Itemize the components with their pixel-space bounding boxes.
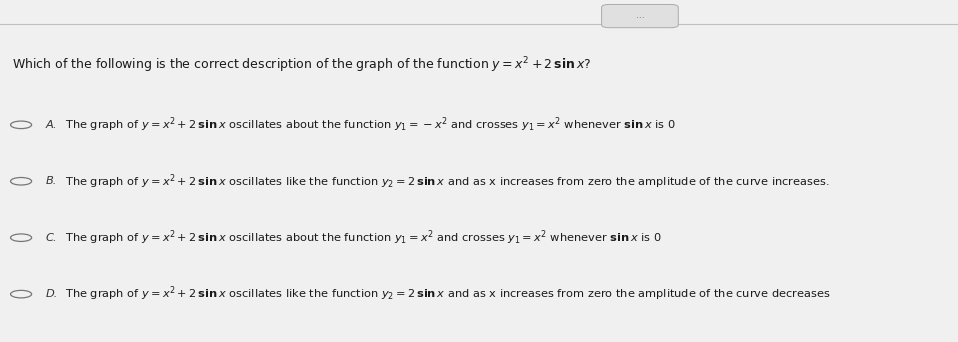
Text: The graph of $y=x^2+2\,\mathbf{sin}\,x$ oscillates like the function $y_2=2\,\ma: The graph of $y=x^2+2\,\mathbf{sin}\,x$ … <box>65 285 831 303</box>
Text: B.: B. <box>46 176 57 186</box>
Text: C.: C. <box>46 233 57 243</box>
Text: ...: ... <box>635 11 645 20</box>
Text: A.: A. <box>46 120 57 130</box>
FancyBboxPatch shape <box>602 4 678 28</box>
Text: D.: D. <box>46 289 58 299</box>
Text: Which of the following is the correct description of the graph of the function $: Which of the following is the correct de… <box>12 55 592 75</box>
Text: The graph of $y=x^2+2\,\mathbf{sin}\,x$ oscillates like the function $y_2=2\,\ma: The graph of $y=x^2+2\,\mathbf{sin}\,x$ … <box>65 172 830 190</box>
Text: The graph of $y=x^2+2\,\mathbf{sin}\,x$ oscillates about the function $y_1=-x^2$: The graph of $y=x^2+2\,\mathbf{sin}\,x$ … <box>65 116 675 134</box>
Text: The graph of $y=x^2+2\,\mathbf{sin}\,x$ oscillates about the function $y_1=x^2$ : The graph of $y=x^2+2\,\mathbf{sin}\,x$ … <box>65 228 662 247</box>
